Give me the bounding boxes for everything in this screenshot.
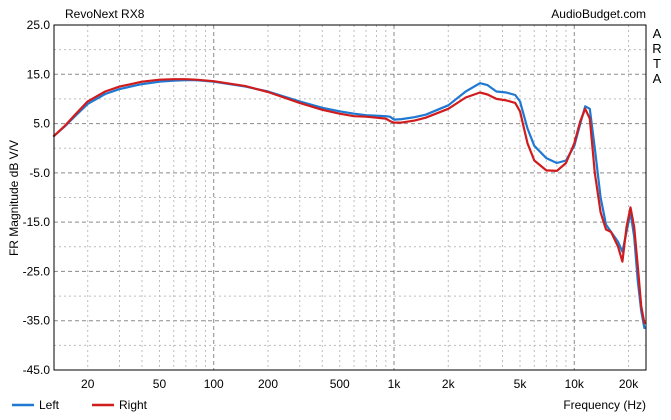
y-tick-label: -25.0	[23, 264, 51, 278]
legend: Left Right	[12, 398, 148, 412]
side-label-char: A	[653, 71, 662, 86]
x-tick-label: 1k	[388, 377, 402, 391]
y-tick-labels: 25.0 15.0 5.0 -5.0 -15.0 -25.0 -35.0 -45.0	[23, 18, 51, 377]
x-tick-label: 200	[258, 377, 278, 391]
chart-title: RevoNext RX8	[65, 7, 145, 21]
x-tick-label: 5k	[514, 377, 528, 391]
x-tick-label: 50	[153, 377, 167, 391]
y-tick-label: 25.0	[27, 18, 51, 32]
x-tick-labels: 20 50 100 200 500 1k 2k 5k 10k 20k	[81, 377, 639, 391]
x-tick-label: 20k	[619, 377, 639, 391]
x-axis-label: Frequency (Hz)	[563, 398, 646, 412]
y-tick-label: 15.0	[27, 67, 51, 81]
plot-frame	[53, 24, 647, 371]
side-label-char: T	[653, 56, 661, 71]
grid-lines	[54, 24, 646, 371]
series-lines	[52, 78, 646, 330]
series-line-right	[52, 78, 646, 325]
x-tick-label: 20	[81, 377, 95, 391]
legend-label-right: Right	[119, 398, 148, 412]
y-tick-label: -35.0	[23, 314, 51, 328]
x-tick-label: 100	[204, 377, 224, 391]
y-axis-label: FR Magnitude dB V/V	[7, 140, 21, 256]
y-tick-label: 5.0	[33, 117, 50, 131]
y-tick-label: -5.0	[29, 166, 50, 180]
series-line-left	[52, 79, 646, 330]
legend-label-left: Left	[39, 398, 60, 412]
x-tick-label: 500	[330, 377, 350, 391]
side-label-char: R	[652, 41, 661, 56]
side-label-char: A	[653, 26, 662, 41]
x-tick-label: 2k	[442, 377, 456, 391]
y-tick-label: -45.0	[23, 363, 51, 377]
x-tick-label: 10k	[565, 377, 585, 391]
y-tick-label: -15.0	[23, 215, 51, 229]
chart-source: AudioBudget.com	[551, 7, 646, 21]
